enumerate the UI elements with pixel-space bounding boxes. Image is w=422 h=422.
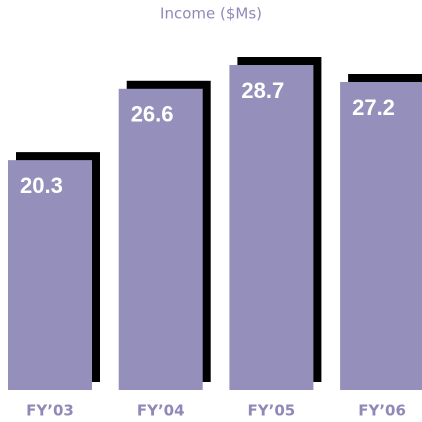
- bar: [8, 160, 92, 390]
- x-tick-label: FY’03: [26, 402, 74, 420]
- chart-title: Income ($Ms): [160, 5, 262, 23]
- x-tick-label: FY’05: [248, 402, 296, 420]
- bar: [340, 81, 422, 391]
- bar: [118, 88, 203, 390]
- x-tick-label: FY’06: [358, 402, 406, 420]
- data-label: 27.2: [352, 95, 395, 120]
- data-label: 20.3: [20, 173, 63, 198]
- x-tick-label: FY’04: [137, 402, 185, 420]
- data-label: 28.7: [241, 78, 284, 103]
- bar: [229, 65, 314, 390]
- data-label: 26.6: [131, 102, 174, 127]
